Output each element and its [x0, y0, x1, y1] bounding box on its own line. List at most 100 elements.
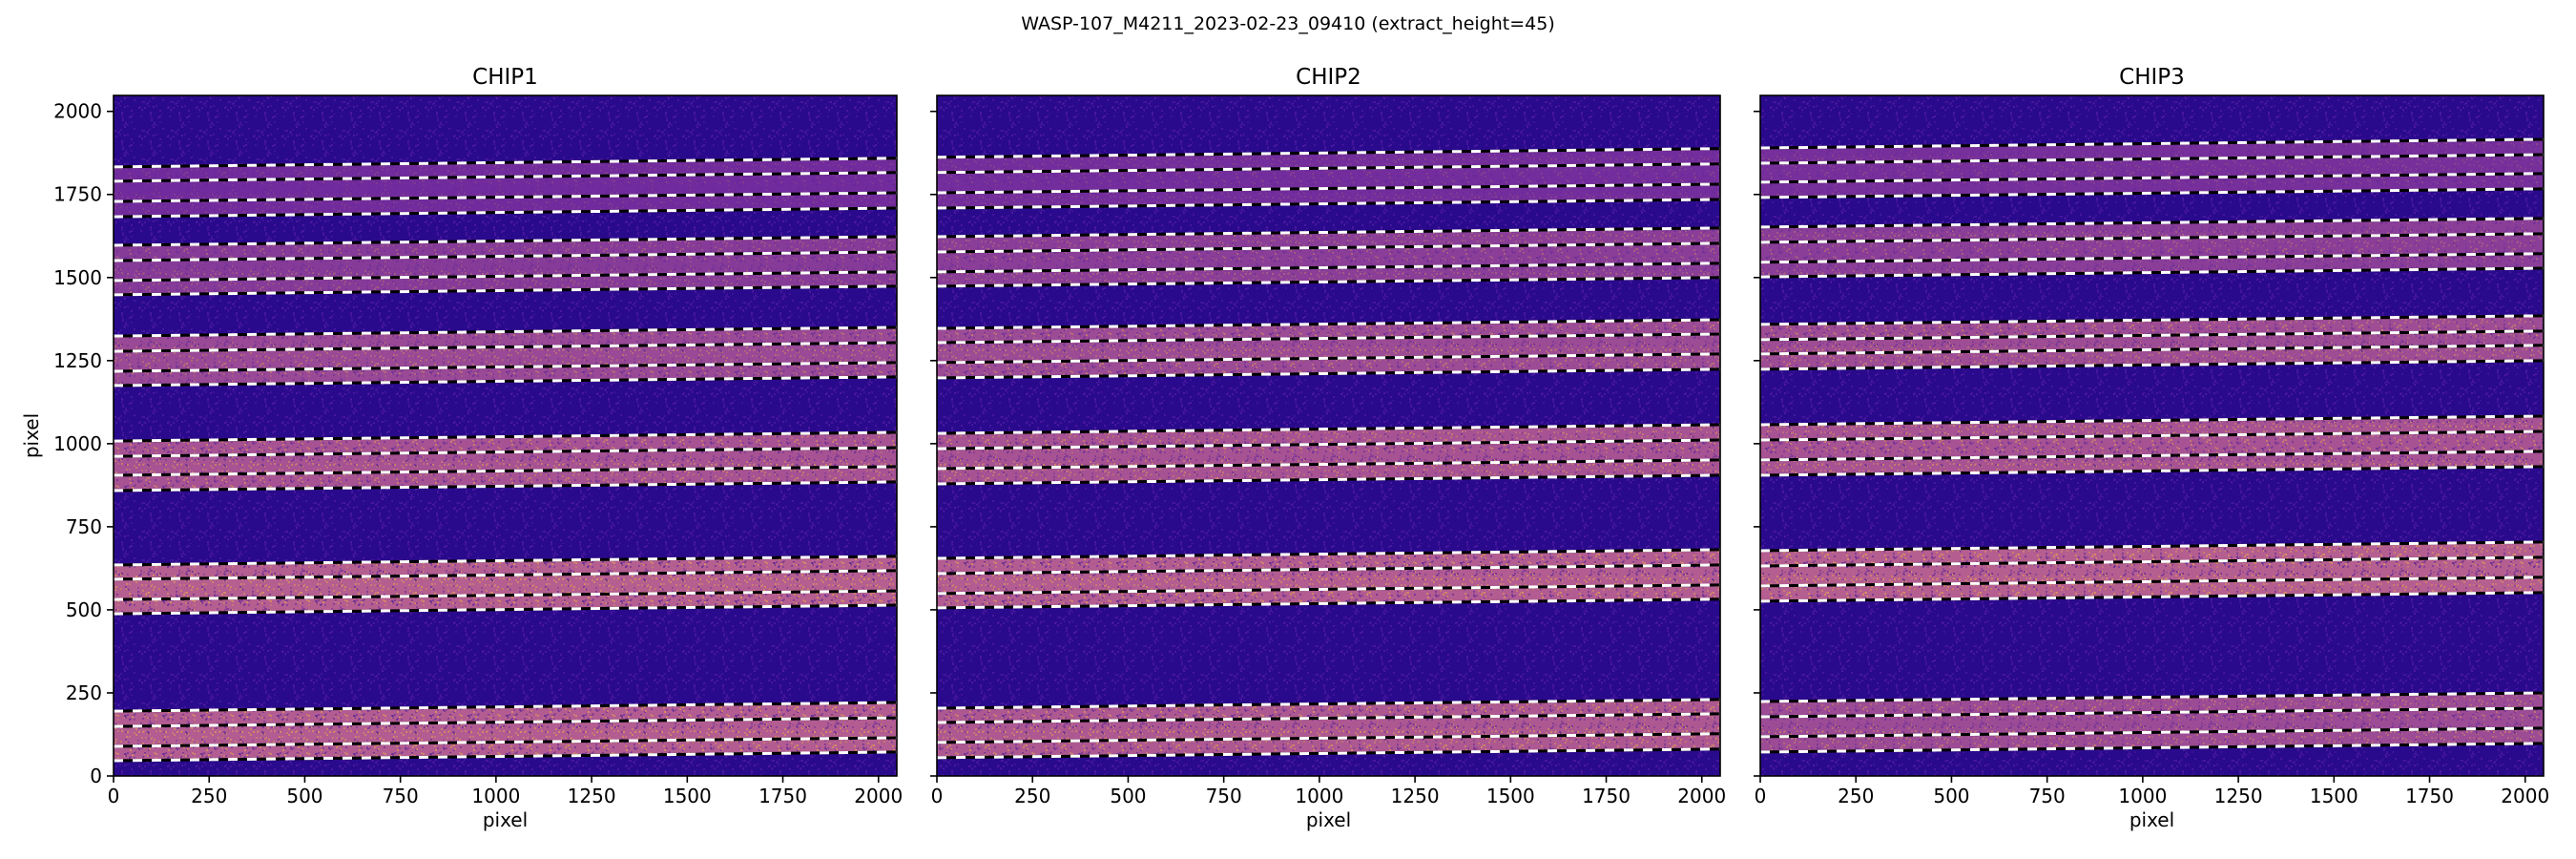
extract-upper-trace: [114, 569, 897, 581]
detector-image: [937, 95, 1720, 776]
y-tick-label: 1750: [53, 183, 102, 206]
extract-lower-trace: [937, 182, 1720, 195]
extract-upper-trace: [937, 563, 1720, 576]
x-tick-label: 1000: [1295, 785, 1343, 807]
panel-chip2: CHIP2 0 250 500 750 1000 1250 1500 1750 2000 pixel: [930, 65, 1726, 831]
x-axis-label: pixel: [1306, 808, 1351, 831]
extract-lower-trace: [1760, 344, 2544, 356]
order-edge-lower-trace: [937, 597, 1720, 610]
panel-chip1: CHIP1 0 250 500 750 1000 1250 1500 1750 2000 pixel…: [20, 65, 903, 831]
detector-image: [114, 95, 897, 776]
order-band-noise: [1760, 314, 2544, 370]
extract-upper-trace: [114, 341, 897, 353]
panel-title: CHIP2: [1296, 65, 1361, 90]
extract-upper-trace: [1760, 706, 2544, 719]
y-tick-label: 0: [90, 765, 102, 787]
order-band-noise: [114, 235, 897, 296]
order-edge-upper-trace: [1760, 691, 2544, 703]
y-tick-label: 250: [66, 681, 102, 704]
order-edge-upper-trace: [937, 226, 1720, 239]
x-tick-label: 1250: [1391, 785, 1440, 807]
order-edge-lower-trace: [114, 284, 897, 297]
x-tick-label: 1500: [1486, 785, 1535, 807]
x-tick-label: 250: [1014, 785, 1050, 807]
x-tick-label: 250: [191, 785, 227, 807]
order-edge-lower-trace: [114, 206, 897, 219]
extract-lower-trace: [1760, 172, 2544, 184]
order-band-noise: [1760, 691, 2544, 753]
panel-title: CHIP3: [2119, 65, 2185, 90]
x-tick-label: 1250: [568, 785, 616, 807]
order-edge-lower-trace: [1760, 266, 2544, 279]
order-edge-lower-trace: [937, 747, 1720, 760]
extract-upper-trace: [1760, 555, 2544, 568]
order-edge-upper-trace: [937, 548, 1720, 560]
order-band-noise: [1760, 137, 2544, 199]
x-axis-label: pixel: [2129, 808, 2174, 831]
extract-lower-trace: [114, 270, 897, 283]
figure-title: WASP-107_M4211_2023-02-23_09410 (extract…: [1021, 13, 1555, 34]
extract-lower-trace: [114, 191, 897, 203]
extract-upper-trace: [937, 332, 1720, 345]
extract-upper-trace: [1760, 153, 2544, 165]
order-edge-lower-trace: [937, 473, 1720, 486]
order-edge-lower-trace: [937, 198, 1720, 210]
x-tick-label: 2000: [2501, 785, 2549, 807]
order-edge-upper-trace: [1760, 314, 2544, 326]
order-edge-lower-trace: [114, 750, 897, 763]
extract-upper-trace: [114, 446, 897, 458]
x-tick-label: 500: [1933, 785, 1969, 807]
order-band-noise: [114, 157, 897, 219]
order-edge-lower-trace: [1760, 187, 2544, 199]
extract-upper-trace: [937, 241, 1720, 254]
x-tick-label: 1500: [2310, 785, 2358, 807]
axes-frame: [1759, 94, 2545, 777]
order-edge-upper-trace: [114, 430, 897, 443]
order-edge-lower-trace: [114, 375, 897, 388]
extract-lower-trace: [1760, 252, 2544, 264]
order-band-noise: [937, 226, 1720, 287]
order-band-noise: [114, 702, 897, 763]
extract-upper-trace: [937, 712, 1720, 724]
x-tick-label: 750: [2029, 785, 2066, 807]
x-tick-label: 2000: [1677, 785, 1726, 807]
order-edge-upper-trace: [114, 325, 897, 338]
detector-image: [1760, 95, 2544, 776]
order-band-noise: [1760, 217, 2544, 279]
extract-upper-trace: [937, 438, 1720, 450]
x-tick-label: 500: [286, 785, 322, 807]
order-band-noise: [1760, 414, 2544, 476]
order-band-noise: [1760, 540, 2544, 602]
order-edge-lower-trace: [1760, 742, 2544, 754]
x-tick-label: 1250: [2214, 785, 2263, 807]
y-axis-label: pixel: [20, 413, 43, 458]
x-tick-label: 0: [108, 785, 120, 807]
extract-upper-trace: [1760, 232, 2544, 244]
x-axis-label: pixel: [483, 808, 528, 831]
order-edge-lower-trace: [1760, 359, 2544, 371]
order-edge-upper-trace: [937, 698, 1720, 710]
extract-lower-trace: [937, 352, 1720, 365]
axes-frame: [936, 94, 1721, 777]
order-band-noise: [937, 318, 1720, 379]
extract-upper-trace: [1760, 329, 2544, 342]
order-edge-upper-trace: [1760, 414, 2544, 427]
extract-lower-trace: [114, 465, 897, 477]
order-edge-upper-trace: [937, 318, 1720, 330]
order-edge-lower-trace: [937, 367, 1720, 380]
extract-lower-trace: [937, 732, 1720, 744]
x-tick-label: 500: [1110, 785, 1146, 807]
extract-upper-trace: [937, 162, 1720, 175]
extract-lower-trace: [1760, 450, 2544, 462]
extract-lower-trace: [114, 589, 897, 601]
y-tick-label: 500: [66, 598, 102, 621]
extract-upper-trace: [114, 250, 897, 262]
extract-lower-trace: [937, 458, 1720, 471]
order-band-noise: [937, 423, 1720, 486]
extract-lower-trace: [937, 262, 1720, 274]
y-tick-label: 1250: [53, 349, 102, 372]
extract-lower-trace: [1760, 726, 2544, 739]
y-tick-label: 1500: [53, 266, 102, 289]
y-tick-label: 2000: [53, 100, 102, 123]
extract-lower-trace: [114, 361, 897, 373]
